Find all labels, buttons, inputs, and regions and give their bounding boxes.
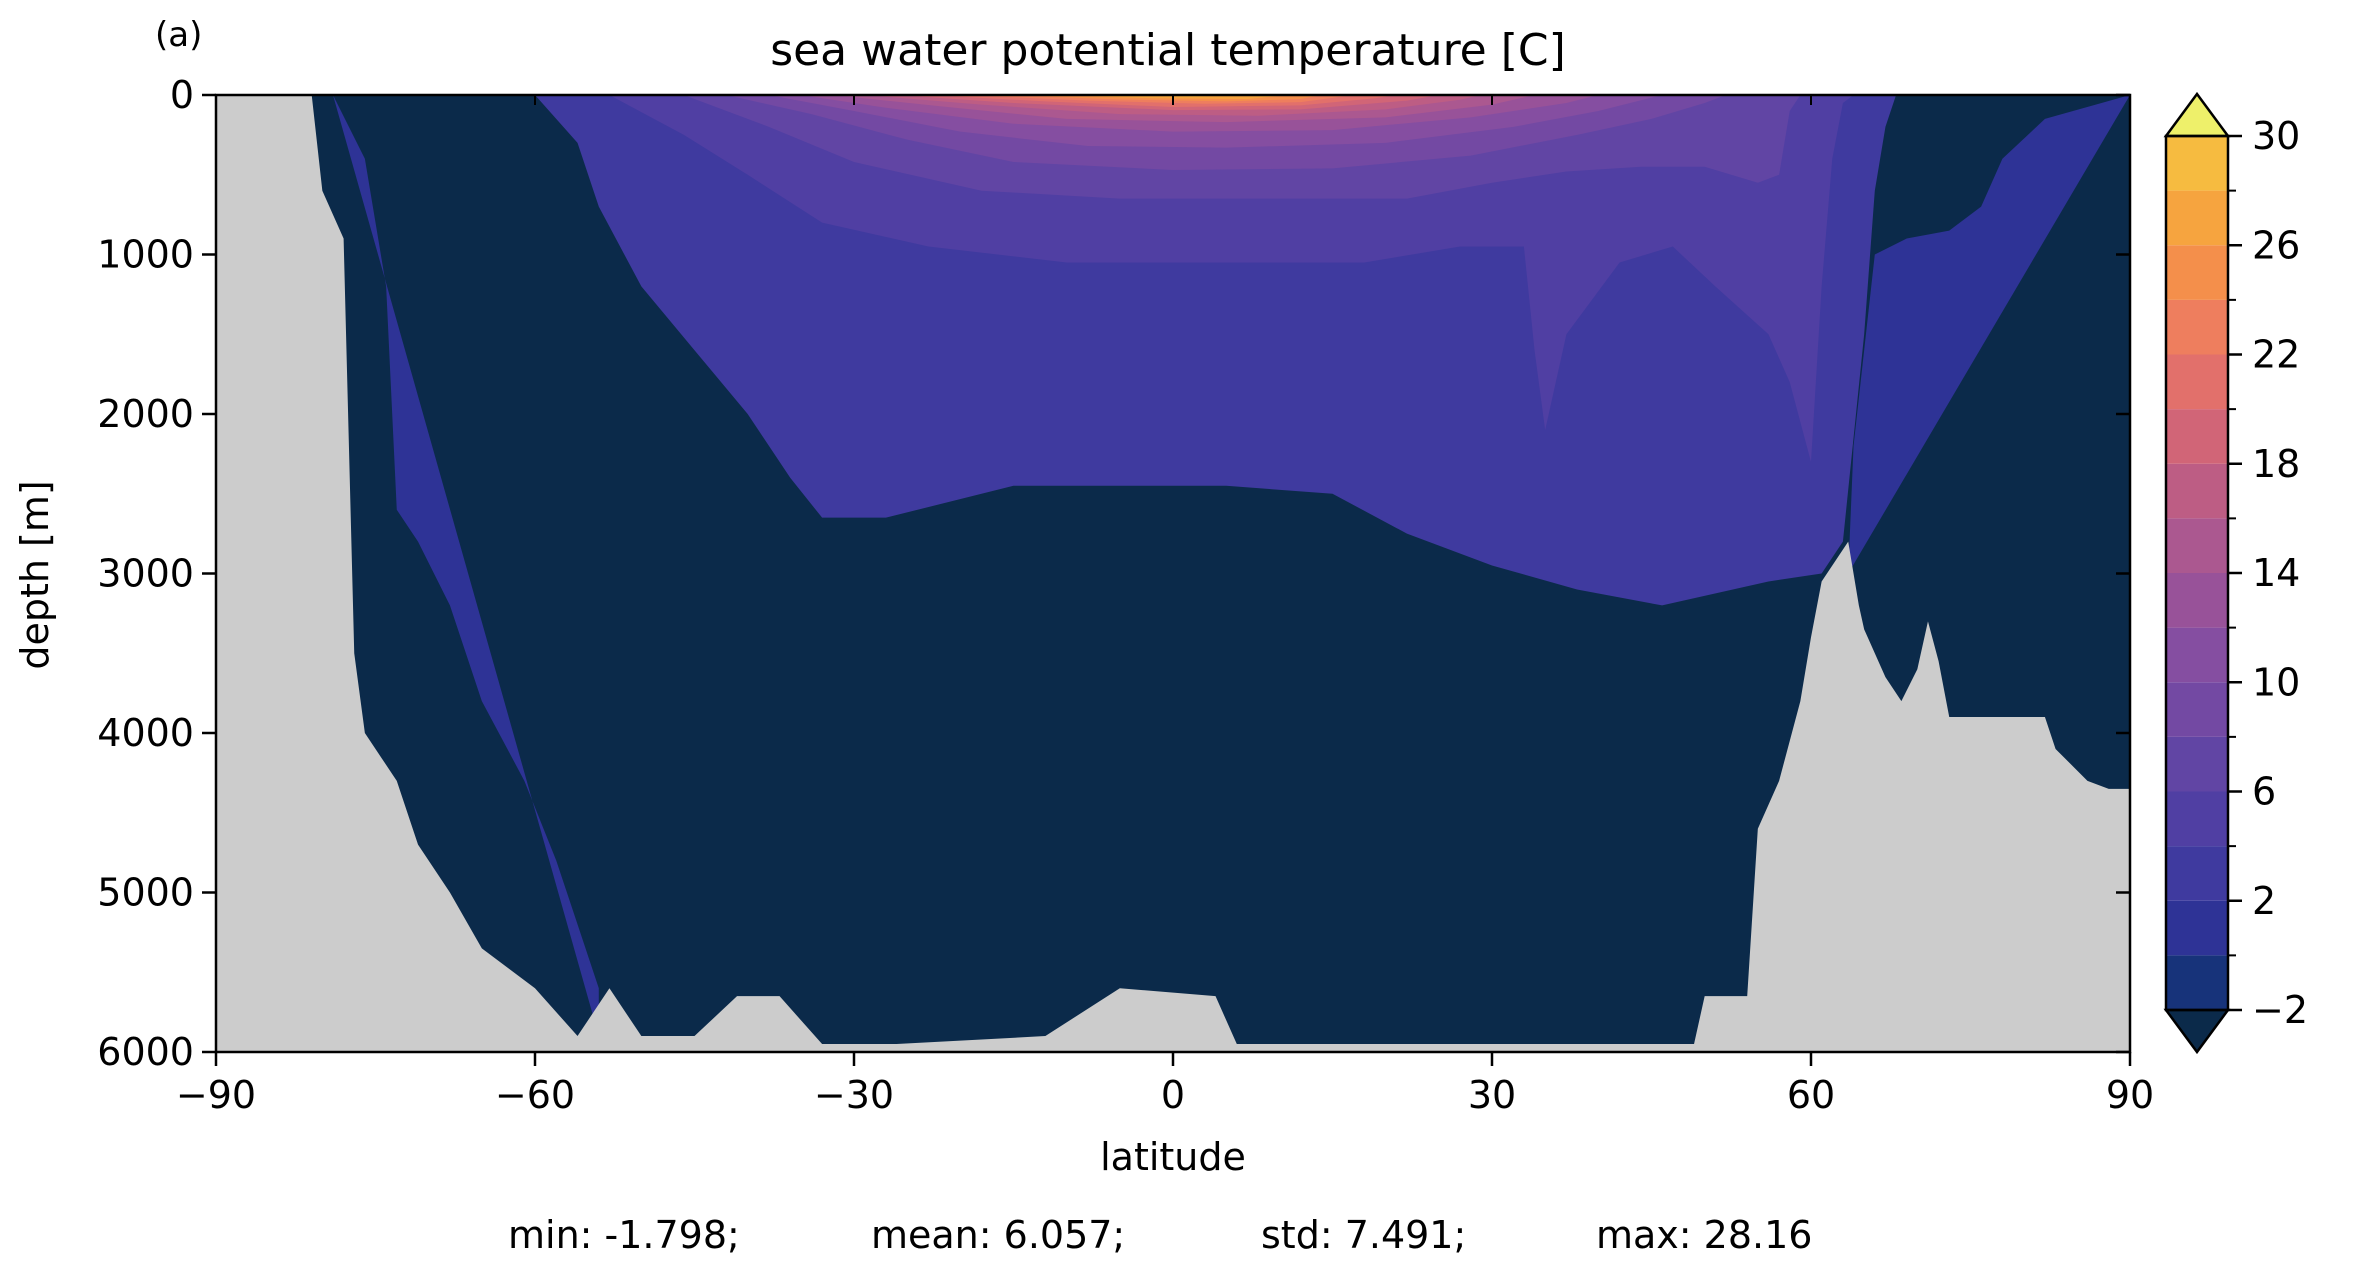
colorbar-band <box>2166 354 2228 410</box>
x-axis: −90 −60 −30 0 30 60 90 <box>176 95 2154 1117</box>
plot-area: −90 −60 −30 0 30 60 90 0 1000 2000 3000 4000 5000 60… <box>97 73 2154 1117</box>
summary-stats: min: -1.798; mean: 6.057; std: 7.491; ma… <box>508 1213 1812 1257</box>
y-tick-label: 3000 <box>97 552 194 596</box>
colorbar-band <box>2166 190 2228 246</box>
colorbar-tick-label: 10 <box>2252 660 2300 704</box>
isotherm-band-0-1 <box>1848 95 2130 574</box>
stat-min: min: -1.798; <box>508 1213 740 1257</box>
colorbar-tick-label: 22 <box>2252 333 2300 377</box>
colorbar-band <box>2166 518 2228 573</box>
colorbar-tick-label: 6 <box>2252 770 2276 814</box>
colorbar-tick-label: 30 <box>2252 114 2300 158</box>
colorbar-band <box>2166 299 2228 355</box>
colorbar-band <box>2166 409 2228 464</box>
colorbar-band <box>2166 573 2228 628</box>
x-tick-label: 60 <box>1787 1073 1835 1117</box>
stat-std: std: 7.491; <box>1261 1213 1466 1257</box>
x-tick-label: −90 <box>176 1073 256 1117</box>
colorbar-band <box>2166 245 2228 300</box>
y-axis-label: depth [m] <box>13 480 57 669</box>
x-tick-label: 90 <box>2106 1073 2154 1117</box>
x-tick-label: −60 <box>495 1073 575 1117</box>
colorbar-extend-min <box>2163 1008 2231 1055</box>
colorbar-tick-label: 26 <box>2252 223 2300 267</box>
temperature-fill <box>216 95 2130 1052</box>
colorbar-band <box>2166 736 2228 792</box>
colorbar-extend-max <box>2163 91 2231 138</box>
isotherm-band-4-3 <box>609 95 1854 462</box>
x-axis-label: latitude <box>1100 1135 1246 1179</box>
colorbar-tick-label: −2 <box>2252 988 2308 1032</box>
y-tick-label: 1000 <box>97 233 194 277</box>
colorbar-band <box>2166 682 2228 737</box>
colorbar-band <box>2166 900 2228 956</box>
colorbar-tick-label: 18 <box>2252 442 2300 486</box>
x-tick-label: 30 <box>1468 1073 1516 1117</box>
y-tick-label: 0 <box>170 73 194 117</box>
seafloor-mask <box>216 95 2130 1052</box>
colorbar-band <box>2166 136 2228 191</box>
y-tick-label: 6000 <box>97 1030 194 1074</box>
colorbar-tick-label: 2 <box>2252 879 2276 923</box>
colorbar-tick-label: 14 <box>2252 551 2300 595</box>
stat-mean: mean: 6.057; <box>871 1213 1125 1257</box>
colorbar-band <box>2166 627 2228 683</box>
colorbar-band <box>2166 463 2228 519</box>
y-axis: 0 1000 2000 3000 4000 5000 6000 <box>97 73 2130 1074</box>
panel-label: (a) <box>155 15 202 55</box>
chart-title: sea water potential temperature [C] <box>770 25 1566 76</box>
colorbar-band <box>2166 846 2228 901</box>
y-tick-label: 4000 <box>97 711 194 755</box>
x-tick-label: −30 <box>814 1073 894 1117</box>
colorbar-band <box>2166 791 2228 847</box>
y-tick-label: 5000 <box>97 871 194 915</box>
stat-max: max: 28.16 <box>1596 1213 1812 1257</box>
x-tick-label: 0 <box>1161 1073 1185 1117</box>
isotherm-band-0-0 <box>332 95 599 1037</box>
colorbar-band <box>2166 955 2228 1010</box>
y-tick-label: 2000 <box>97 392 194 436</box>
